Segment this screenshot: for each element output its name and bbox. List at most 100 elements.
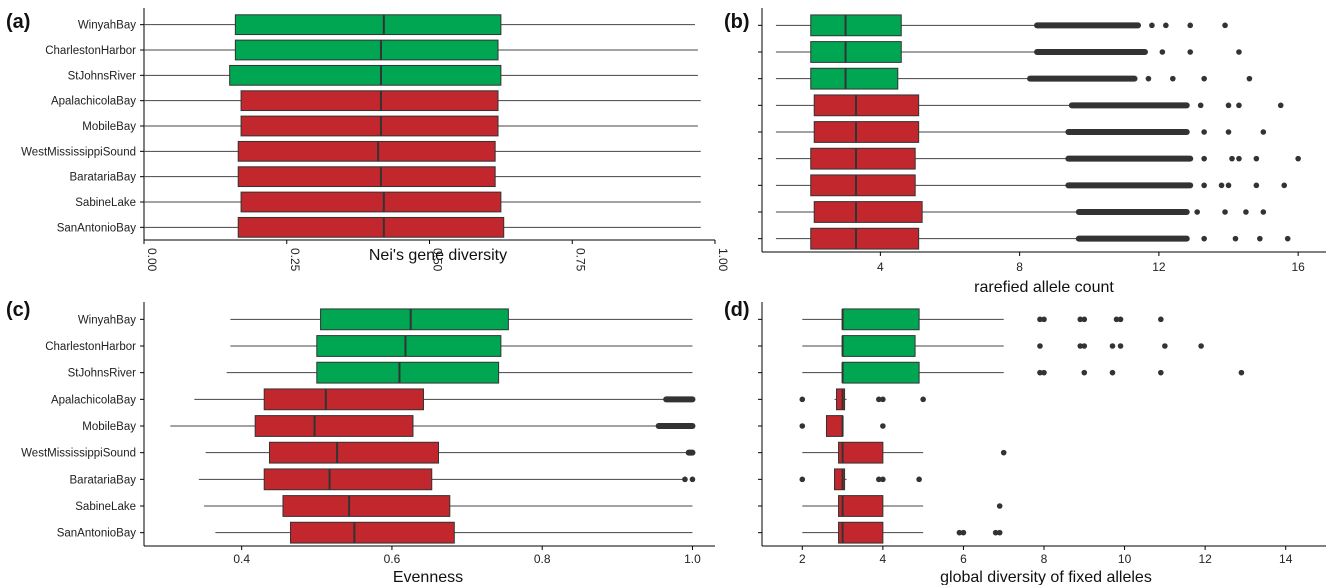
outlier-point	[1109, 343, 1116, 349]
outlier-point	[1201, 129, 1207, 135]
outlier-point	[1295, 155, 1301, 162]
box	[838, 521, 884, 544]
category-label: BaratariaBay	[70, 172, 137, 184]
outlier-point	[1081, 316, 1088, 323]
outlier-point	[1260, 129, 1267, 135]
box	[810, 14, 902, 37]
outlier-point	[996, 503, 1003, 509]
outlier-point	[1077, 316, 1084, 323]
x-tick-label: 4	[880, 552, 887, 566]
panel-a-label: (a)	[6, 11, 30, 33]
outlier-point	[916, 476, 922, 483]
outlier-point	[799, 396, 806, 403]
outlier-point	[1041, 369, 1047, 376]
outlier-point	[689, 476, 696, 483]
box	[240, 191, 502, 213]
outlier-point	[876, 476, 882, 483]
outlier-point	[1277, 102, 1284, 109]
box	[842, 308, 920, 331]
x-axis-title: rarefied allele count	[974, 279, 1114, 296]
box	[237, 216, 505, 238]
outlier-point	[1257, 235, 1263, 242]
box	[825, 415, 844, 437]
outlier-point	[1158, 316, 1164, 323]
outlier-point	[956, 529, 963, 536]
panel-c-label: (c)	[6, 299, 30, 321]
outlier-point	[799, 476, 806, 483]
x-tick-label: 0.00	[145, 248, 159, 272]
box	[810, 227, 920, 250]
box	[834, 468, 846, 491]
x-tick-label: 8	[1016, 260, 1023, 274]
box	[842, 361, 920, 384]
outlier-point	[1117, 343, 1124, 349]
outlier-point	[1201, 235, 1207, 242]
outlier-point	[1253, 155, 1260, 162]
outlier-point	[1159, 49, 1166, 55]
outlier-point	[1145, 75, 1152, 82]
x-tick-label: 8	[1041, 552, 1048, 566]
outlier-point	[996, 529, 1003, 536]
outlier-point	[1187, 22, 1194, 29]
box	[810, 174, 916, 197]
category-label: CharlestonHarbor	[45, 341, 136, 353]
box	[282, 495, 451, 517]
category-label: BaratariaBay	[70, 474, 137, 486]
outlier-point	[876, 396, 882, 403]
outlier-point	[1222, 209, 1228, 215]
panel-b: (b) 4 8 12 16 rarefied allele count	[724, 8, 1326, 296]
outlier-point	[1187, 49, 1194, 55]
outlier-point	[1284, 235, 1291, 242]
outlier-point	[1201, 182, 1207, 189]
box	[810, 67, 899, 90]
outlier-point	[1225, 129, 1232, 135]
box	[838, 441, 884, 464]
outlier-point	[1113, 316, 1120, 323]
outlier-point	[1232, 235, 1239, 242]
box	[810, 147, 916, 170]
outlier-point	[880, 476, 886, 483]
x-tick-label: 14	[1279, 552, 1293, 566]
outlier-point	[1197, 102, 1204, 109]
outlier-point	[1081, 343, 1088, 349]
box	[263, 468, 433, 491]
outlier-point	[920, 396, 926, 403]
x-tick-label: 12	[1198, 552, 1212, 566]
category-label: MobileBay	[82, 421, 136, 433]
outlier-point	[1037, 316, 1043, 323]
outlier-point	[1149, 22, 1155, 29]
box	[229, 64, 502, 86]
outlier-point	[1222, 22, 1228, 29]
box	[240, 90, 499, 112]
x-tick-label: 0.75	[573, 248, 587, 272]
outlier-point	[1194, 209, 1200, 215]
outlier-point	[1109, 369, 1116, 376]
outlier-point	[1225, 102, 1232, 109]
box	[813, 201, 923, 223]
outlier-point	[1163, 22, 1169, 29]
outlier-point	[1243, 209, 1249, 215]
panel-d: (d) 2 4 6 8 10 12 14 global diversity of fixed …	[724, 299, 1326, 585]
x-tick-label: 6	[960, 552, 967, 566]
category-label: StJohnsRiver	[68, 368, 137, 380]
outlier-point	[1170, 75, 1176, 82]
panel-c: (c) WinyahBay CharlestonHarbor StJohnsRive…	[6, 299, 715, 585]
category-label: WinyahBay	[78, 20, 136, 32]
category-label: MobileBay	[82, 121, 136, 133]
outlier-point	[1236, 49, 1242, 55]
box	[813, 94, 920, 117]
outlier-point	[1236, 102, 1242, 109]
box	[237, 166, 496, 188]
outlier-point	[1158, 369, 1164, 376]
box	[263, 388, 424, 411]
outlier-point	[1162, 343, 1168, 349]
outlier-point	[1201, 155, 1207, 162]
box	[234, 39, 499, 61]
box	[237, 140, 496, 162]
x-tick-label: 10	[1118, 552, 1132, 566]
x-tick-label: 0.4	[233, 552, 250, 566]
x-tick-label: 2	[799, 552, 806, 566]
box	[836, 388, 846, 411]
box	[240, 115, 499, 137]
